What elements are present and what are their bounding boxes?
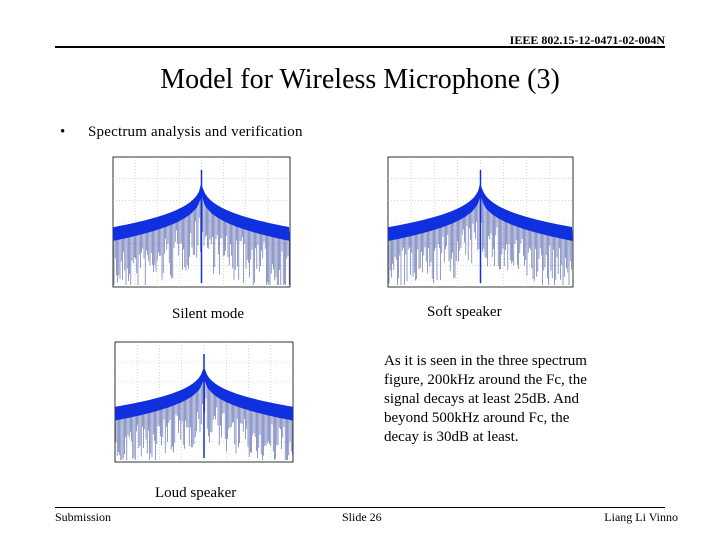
spectrum-band [113,184,290,241]
figure-caption: Soft speaker [427,304,502,320]
bullet-text: Spectrum analysis and verification [88,124,303,140]
doc-id: IEEE 802.15-12-0471-02-004N [509,33,665,47]
spectrum-plot [114,341,294,463]
slide-title: Model for Wireless Microphone (3) [160,64,560,95]
footer-left: Submission [55,510,112,524]
footer-rule [55,507,665,508]
spectrum-plot [112,156,291,288]
figure-caption: Loud speaker [155,485,237,501]
bullet-mark: • [60,124,66,140]
spectrum-band [388,184,573,242]
figure-caption: Silent mode [172,306,245,322]
spectrum-noise [115,368,293,460]
body-text: As it is seen in the three spectrum figu… [384,353,587,445]
spectrum-noise [388,187,573,285]
spectrum-noise [113,185,290,285]
spectrum-band [115,369,293,421]
footer-right: Liang Li Vinno [604,510,678,524]
spectrum-plot [387,156,574,288]
footer-center: Slide 26 [342,510,382,524]
header-rule [55,46,665,48]
